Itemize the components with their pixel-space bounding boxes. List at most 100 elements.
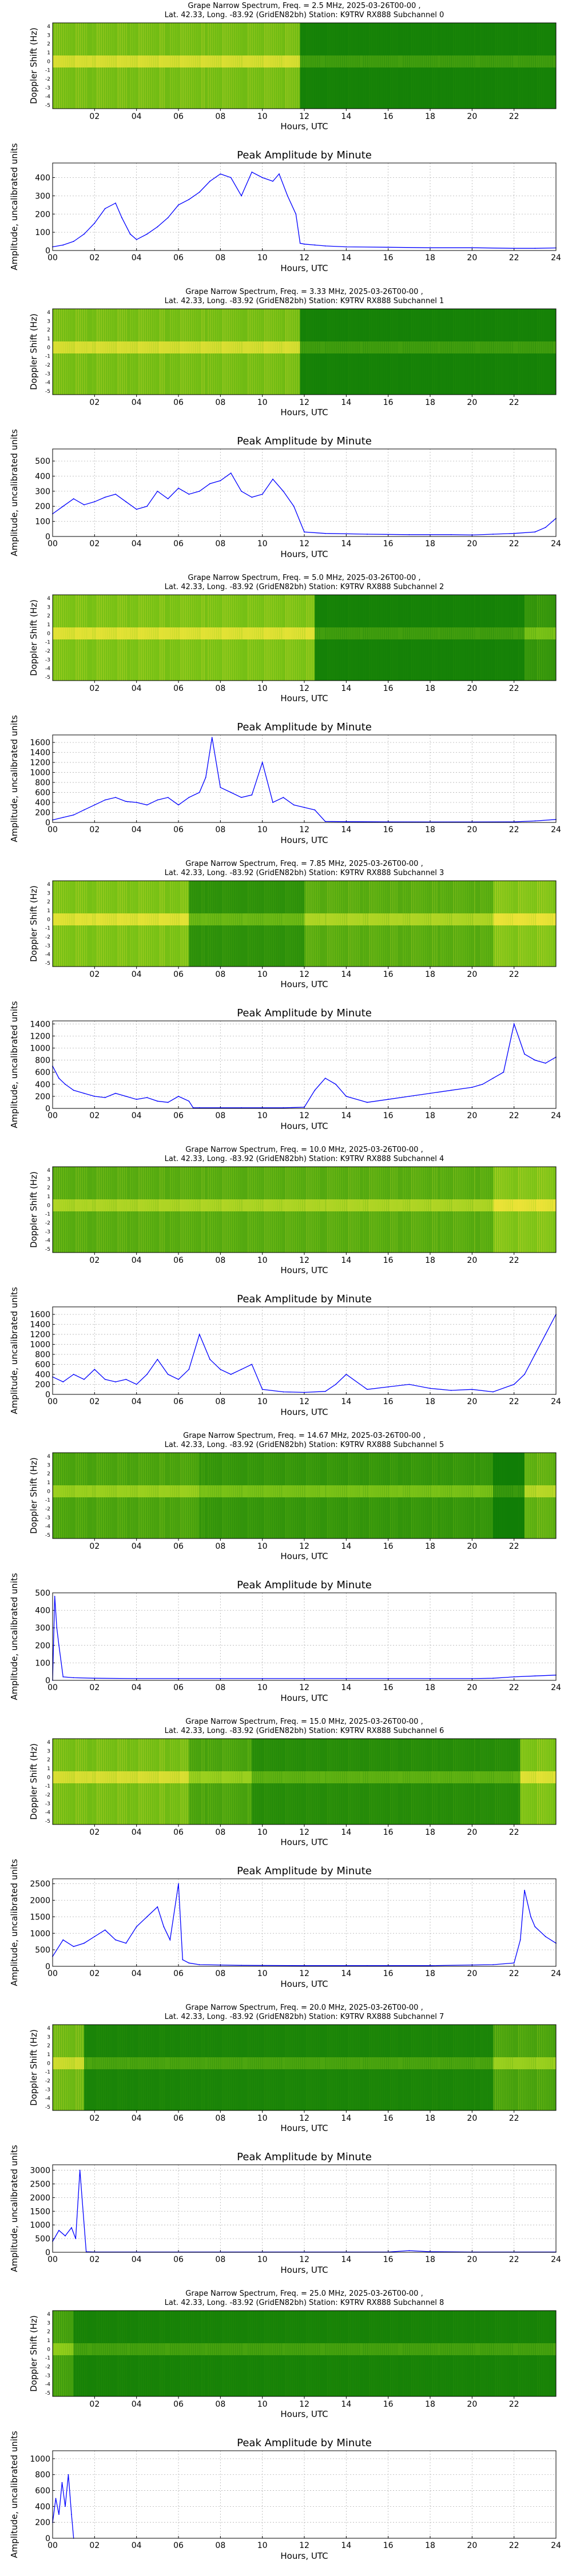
spectrogram-streak — [443, 881, 444, 967]
spectrogram-streak — [218, 1453, 220, 1539]
amplitude-y-tick-label: 1400 — [30, 1321, 50, 1330]
spectrogram-streak — [413, 1453, 415, 1539]
spectrogram-streak — [223, 881, 224, 967]
spectrogram-streak — [430, 1739, 431, 1824]
amplitude-x-tick-label: 24 — [551, 2541, 561, 2550]
spectrogram-streak — [336, 1739, 337, 1824]
spectrogram-streak — [210, 23, 211, 109]
spectrogram-streak — [201, 2311, 202, 2396]
spectrogram-streak — [298, 595, 299, 681]
amplitude-xlabel: Hours, UTC — [280, 1979, 328, 1989]
spectrogram-streak — [80, 881, 81, 967]
spectrogram-streak — [413, 595, 415, 681]
spectrogram-title: Grape Narrow Spectrum, Freq. = 2.5 MHz, … — [188, 2, 420, 10]
spectrogram-streak — [493, 1453, 494, 1539]
spectrogram-x-tick-label: 08 — [215, 1256, 225, 1265]
spectrogram-y-tick-label: -3 — [45, 1229, 50, 1235]
spectrogram-streak — [193, 2311, 194, 2396]
spectrogram-streak — [430, 309, 431, 395]
spectrogram-y-tick-label: 1 — [47, 1766, 50, 1772]
spectrogram-streak — [277, 1453, 278, 1539]
spectrogram-streak — [531, 309, 532, 395]
amplitude-point — [188, 198, 190, 200]
spectrogram-streak — [267, 2311, 268, 2396]
spectrogram-x-tick-label: 04 — [132, 398, 142, 407]
spectrogram-streak — [296, 1167, 297, 1253]
spectrogram-streak — [160, 595, 161, 681]
spectrogram-streak — [419, 309, 421, 395]
amplitude-point — [230, 177, 232, 178]
spectrogram-streak — [369, 1739, 371, 1824]
spectrogram-streak — [78, 1739, 79, 1824]
spectrogram-streak — [403, 309, 404, 395]
spectrogram-y-tick-label: -3 — [45, 2373, 50, 2379]
spectrogram-streak — [101, 1453, 102, 1539]
spectrogram-streak — [541, 1453, 542, 1539]
spectrogram-x-tick-label: 12 — [299, 2114, 309, 2123]
spectrogram-streak — [120, 1739, 121, 1824]
spectrogram-streak — [260, 881, 261, 967]
spectrogram-streak — [304, 309, 305, 395]
spectrogram-streak — [304, 1453, 305, 1539]
amplitude-xlabel: Hours, UTC — [280, 263, 328, 273]
spectrogram-streak — [78, 881, 79, 967]
spectrogram-streak — [306, 23, 308, 109]
spectrogram-streak — [462, 595, 463, 681]
spectrogram-streak — [258, 23, 259, 109]
spectrogram-x-tick-label: 10 — [257, 684, 268, 693]
doppler-trace-band — [73, 2343, 556, 2355]
spectrogram-streak — [484, 23, 486, 109]
spectrogram-streak — [72, 2025, 73, 2110]
spectrogram-streak — [457, 1167, 459, 1253]
amplitude-point — [146, 804, 148, 806]
amplitude-y-tick-label: 1600 — [30, 1310, 50, 1319]
spectrogram-streak — [472, 2025, 473, 2110]
spectrogram-subtitle: Lat. 42.33, Long. -83.92 (GridEN82bh) St… — [165, 1155, 444, 1163]
spectrogram-streak — [537, 1167, 538, 1253]
spectrogram-y-tick-label: -2 — [45, 1221, 50, 1226]
spectrogram-streak — [94, 23, 96, 109]
spectrogram-streak — [415, 1453, 416, 1539]
spectrogram-streak — [300, 2025, 301, 2110]
spectrogram-streak — [260, 1167, 261, 1253]
spectrogram-streak — [302, 595, 303, 681]
spectrogram-streak — [331, 309, 333, 395]
amplitude-point — [198, 1107, 200, 1108]
amplitude-point — [65, 2235, 66, 2237]
spectrogram-streak — [325, 881, 327, 967]
spectrogram-streak — [170, 1453, 171, 1539]
amplitude-frame — [52, 1592, 557, 1681]
spectrogram-y-tick-label: -5 — [45, 1533, 50, 1539]
spectrogram-streak — [342, 1167, 343, 1253]
spectrogram-streak — [281, 1453, 283, 1539]
spectrogram-streak — [487, 881, 488, 967]
spectrogram-streak — [539, 1453, 541, 1539]
spectrogram-streak — [407, 23, 408, 109]
spectrogram-streak — [97, 2311, 98, 2396]
spectrogram-streak — [482, 1167, 484, 1253]
spectrogram-y-tick-label: 4 — [47, 1740, 50, 1746]
spectrogram-streak — [405, 1739, 406, 1824]
spectrogram-streak — [275, 2311, 276, 2396]
spectrogram-streak — [375, 309, 377, 395]
spectrogram-streak — [233, 2025, 234, 2110]
spectrogram-streak — [214, 2311, 215, 2396]
spectrogram-streak — [466, 595, 467, 681]
spectrogram-streak — [157, 1453, 158, 1539]
spectrogram-streak — [182, 881, 184, 967]
spectrogram-streak — [432, 1167, 434, 1253]
spectrogram-streak — [208, 1453, 209, 1539]
spectrogram-streak — [262, 1739, 264, 1824]
amplitude-point — [241, 1369, 242, 1370]
spectrogram-streak — [268, 1167, 270, 1253]
spectrogram-subtitle: Lat. 42.33, Long. -83.92 (GridEN82bh) St… — [165, 2013, 444, 2021]
doppler-trace-band — [315, 627, 525, 639]
amplitude-point — [65, 2506, 66, 2507]
spectrogram-streak — [535, 881, 536, 967]
spectrogram-streak — [82, 595, 83, 681]
spectrogram-streak — [172, 1167, 173, 1253]
spectrogram-streak — [380, 309, 381, 395]
spectrogram-streak — [258, 1167, 259, 1253]
spectrogram-streak — [126, 23, 127, 109]
